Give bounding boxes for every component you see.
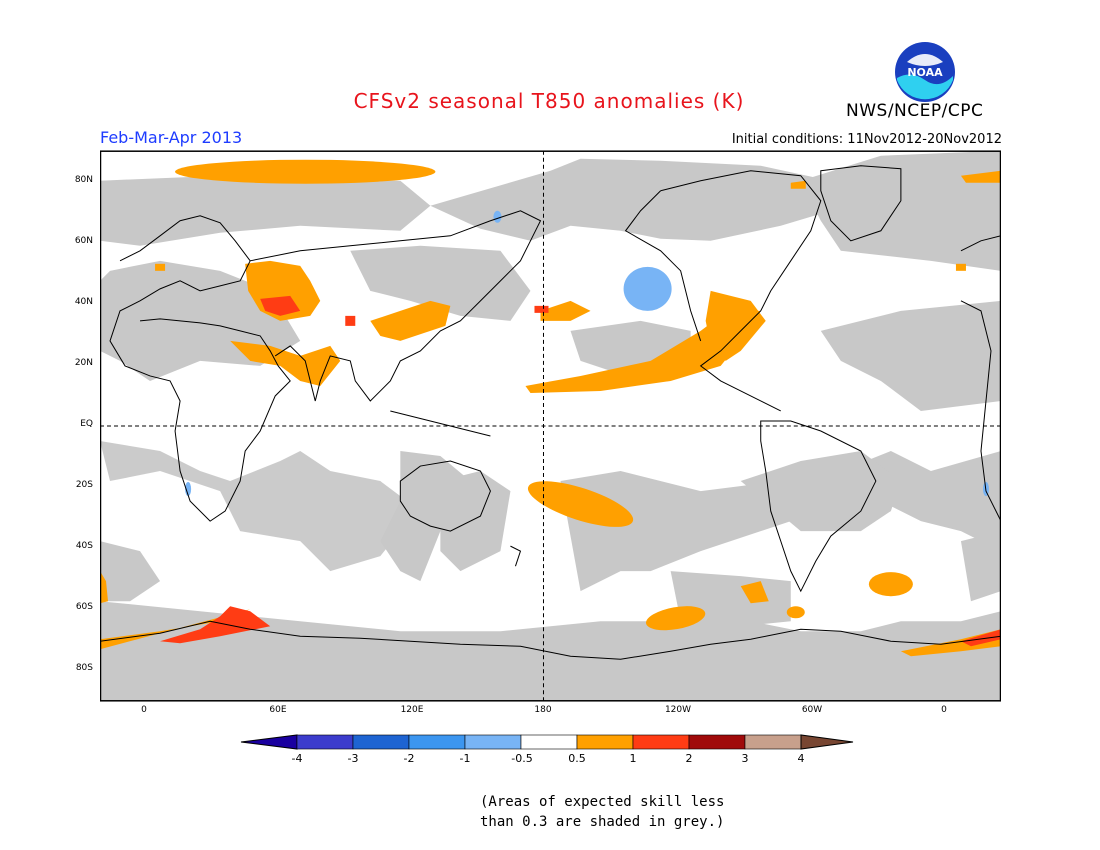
colorbar-segment xyxy=(576,734,634,750)
initial-conditions-label: Initial conditions: 11Nov2012-20Nov2012 xyxy=(731,132,1002,147)
anomaly-map xyxy=(100,150,1001,702)
colorbar-segment xyxy=(632,734,690,750)
colorbar-segment xyxy=(408,734,466,750)
colorbar-label: -4 xyxy=(291,752,303,765)
lat-label-80n: 80N xyxy=(74,175,93,185)
logo-text: NOAA xyxy=(907,66,943,79)
warm-anomaly-regions xyxy=(100,159,1001,657)
lon-label-0-west: 0 xyxy=(141,705,147,715)
colorbar-segment xyxy=(352,734,410,750)
strong-warm-anomaly-regions xyxy=(160,295,1001,647)
colorbar-left-arrow xyxy=(240,734,298,750)
colorbar-label: 0.5 xyxy=(568,752,586,765)
colorbar-right-arrow xyxy=(800,734,854,750)
lon-label-120w: 120W xyxy=(664,705,692,715)
agency-label: NWS/NCEP/CPC xyxy=(846,101,984,121)
lon-label-180: 180 xyxy=(534,705,552,715)
lat-label-40n: 40N xyxy=(74,297,93,307)
colorbar-segment xyxy=(520,734,578,750)
map-title: CFSv2 seasonal T850 anomalies (K) xyxy=(353,89,745,113)
lat-label-20n: 20N xyxy=(74,358,93,368)
colorbar-label: 4 xyxy=(797,752,805,765)
colorbar xyxy=(240,734,854,750)
lon-label-60e: 60E xyxy=(269,705,287,715)
map-frame xyxy=(100,150,1001,702)
season-label: Feb-Mar-Apr 2013 xyxy=(100,128,243,147)
colorbar-segment xyxy=(296,734,354,750)
colorbar-label: 2 xyxy=(685,752,693,765)
cool-anomaly-regions xyxy=(185,210,989,497)
lat-label-60n: 60N xyxy=(74,236,93,246)
lat-label-20s: 20S xyxy=(75,480,93,490)
colorbar-label: -1 xyxy=(459,752,471,765)
lat-label-eq: EQ xyxy=(80,419,93,429)
lon-label-0-east: 0 xyxy=(941,705,947,715)
colorbar-label: -0.5 xyxy=(511,752,533,765)
colorbar-segment xyxy=(688,734,746,750)
colorbar-label: -2 xyxy=(403,752,415,765)
lon-label-120e: 120E xyxy=(400,705,424,715)
colorbar-segment xyxy=(464,734,522,750)
lat-label-80s: 80S xyxy=(75,663,93,673)
lat-label-60s: 60S xyxy=(75,602,93,612)
lat-label-40s: 40S xyxy=(75,541,93,551)
skill-note: (Areas of expected skill less than 0.3 a… xyxy=(440,792,760,832)
colorbar-segment xyxy=(744,734,802,750)
skill-note-line-1: (Areas of expected skill less xyxy=(480,794,725,810)
coastlines xyxy=(100,165,1001,660)
lon-label-60w: 60W xyxy=(801,705,823,715)
noaa-logo: NOAA xyxy=(895,42,955,102)
colorbar-label: -3 xyxy=(347,752,359,765)
skill-note-line-2: than 0.3 are shaded in grey.) xyxy=(480,814,725,830)
colorbar-label: 1 xyxy=(629,752,637,765)
colorbar-label: 3 xyxy=(741,752,749,765)
